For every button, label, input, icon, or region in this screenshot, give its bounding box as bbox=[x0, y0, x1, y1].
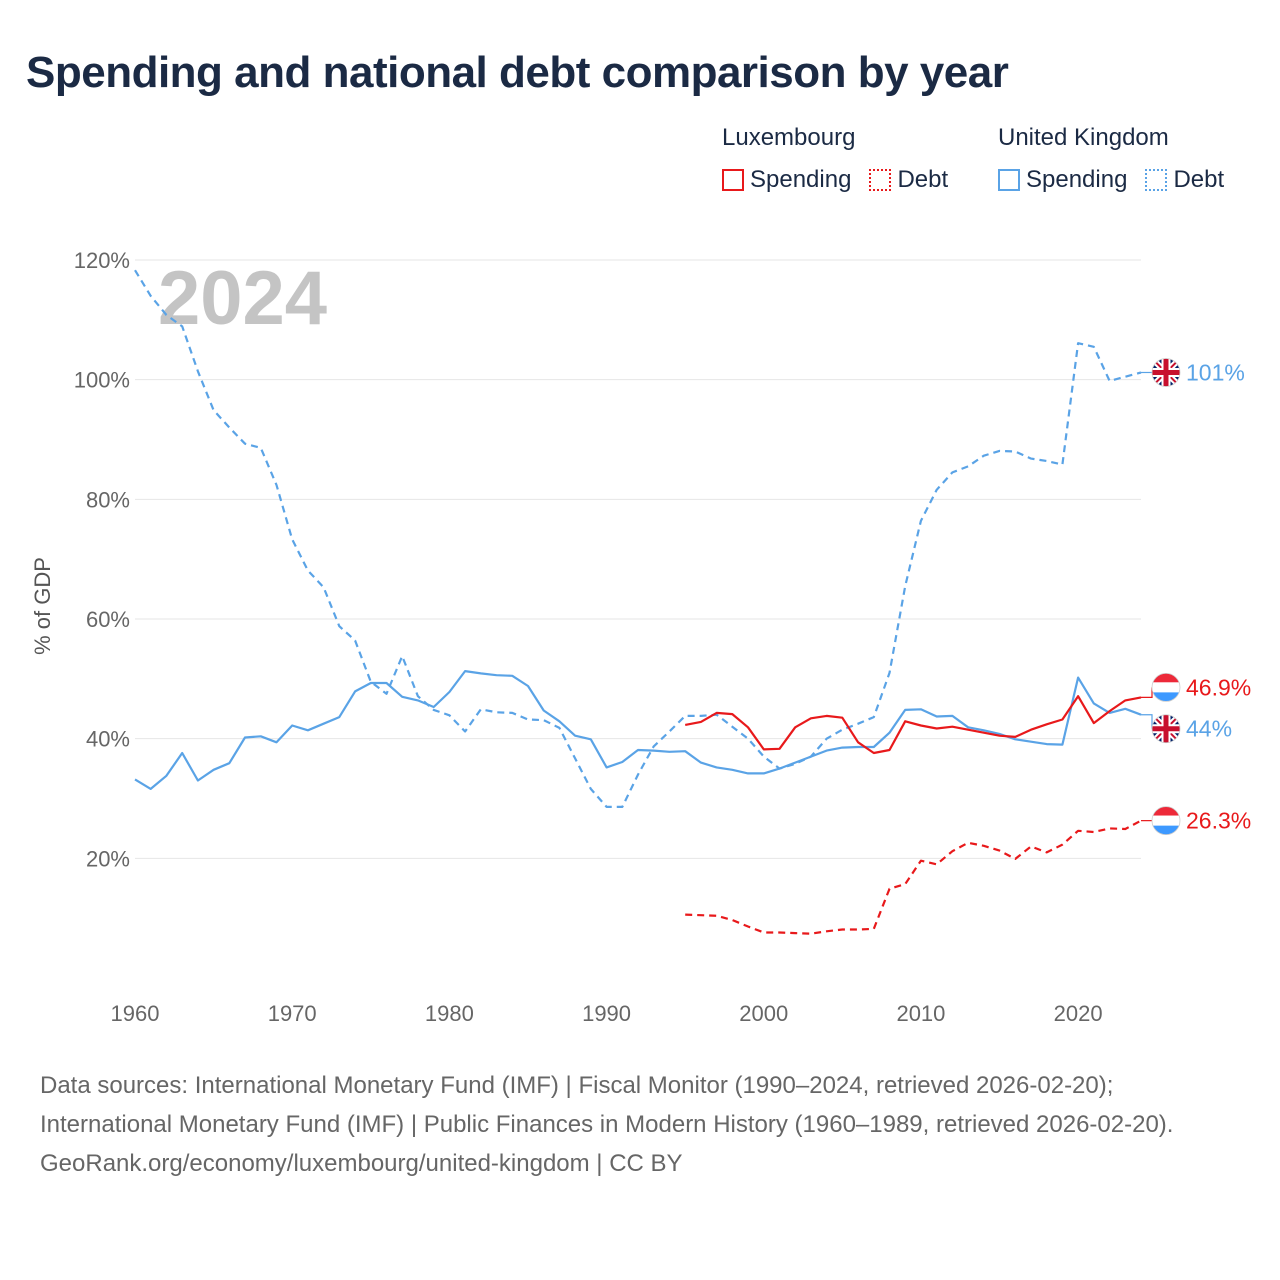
dotted-swatch-icon bbox=[1145, 169, 1168, 191]
end-value-label: 46.9% bbox=[1186, 674, 1251, 700]
united-kingdom-spending-line bbox=[134, 669, 1142, 791]
year-watermark: 2024 bbox=[158, 256, 327, 341]
leader-line bbox=[1141, 714, 1153, 729]
end-value-label: 101% bbox=[1186, 359, 1245, 385]
x-tick-label: 1980 bbox=[425, 1001, 474, 1026]
dotted-swatch-icon bbox=[869, 169, 892, 191]
y-tick-label: 100% bbox=[74, 368, 130, 393]
legend-uk-debt[interactable]: Debt bbox=[1145, 166, 1224, 194]
source-note: Data sources: International Monetary Fun… bbox=[40, 1066, 1240, 1183]
attribution-link[interactable]: GeoRank.org/economy/luxembourg/united-ki… bbox=[40, 1150, 683, 1177]
legend-label: Debt bbox=[1173, 166, 1225, 193]
legend-heading: Luxembourg bbox=[722, 124, 856, 151]
solid-swatch-icon bbox=[998, 169, 1020, 191]
y-tick-label: 60% bbox=[86, 607, 130, 632]
x-tick-label: 1970 bbox=[268, 1001, 317, 1026]
legend-uk-spending[interactable]: Spending bbox=[998, 166, 1127, 194]
end-value-label: 26.3% bbox=[1186, 808, 1251, 834]
data-sources-text: Data sources: International Monetary Fun… bbox=[40, 1072, 1174, 1138]
legend-label: Spending bbox=[1026, 166, 1128, 193]
x-tick-label: 2020 bbox=[1054, 1001, 1103, 1026]
legend-label: Debt bbox=[897, 166, 949, 193]
uk-flag-icon bbox=[1151, 358, 1181, 387]
x-tick-label: 2000 bbox=[739, 1001, 788, 1026]
legend-luxembourg: Luxembourg Spending Debt bbox=[722, 124, 948, 194]
x-tick-label: 1960 bbox=[111, 1001, 160, 1026]
uk-flag-icon bbox=[1151, 714, 1181, 744]
legend-united-kingdom: United Kingdom Spending Debt bbox=[998, 124, 1224, 194]
united-kingdom-debt-line bbox=[134, 269, 1142, 809]
legend-heading: United Kingdom bbox=[998, 124, 1169, 151]
legend-lux-spending[interactable]: Spending bbox=[722, 166, 851, 194]
luxembourg-debt-line bbox=[685, 819, 1142, 935]
solid-swatch-icon bbox=[722, 169, 744, 191]
luxembourg-flag-icon bbox=[1151, 672, 1181, 702]
legend-label: Spending bbox=[750, 166, 852, 193]
y-axis-label: % of GDP bbox=[30, 557, 55, 655]
line-chart: 2024 20% 40% 60% 80% 100% 120% 1960 1970 1980 199… bbox=[30, 248, 1251, 1026]
leader-line bbox=[1141, 687, 1153, 698]
end-value-label: 44% bbox=[1186, 716, 1232, 742]
luxembourg-spending-line bbox=[684, 695, 1142, 755]
chart-title: Spending and national debt comparison by… bbox=[26, 48, 1009, 97]
y-tick-label: 120% bbox=[74, 248, 130, 273]
y-tick-label: 40% bbox=[86, 727, 130, 752]
x-tick-label: 1990 bbox=[582, 1001, 631, 1026]
y-tick-label: 20% bbox=[86, 846, 130, 871]
legend-lux-debt[interactable]: Debt bbox=[869, 166, 948, 194]
x-tick-label: 2010 bbox=[896, 1001, 945, 1026]
y-tick-label: 80% bbox=[86, 487, 130, 512]
luxembourg-flag-icon bbox=[1151, 806, 1181, 836]
